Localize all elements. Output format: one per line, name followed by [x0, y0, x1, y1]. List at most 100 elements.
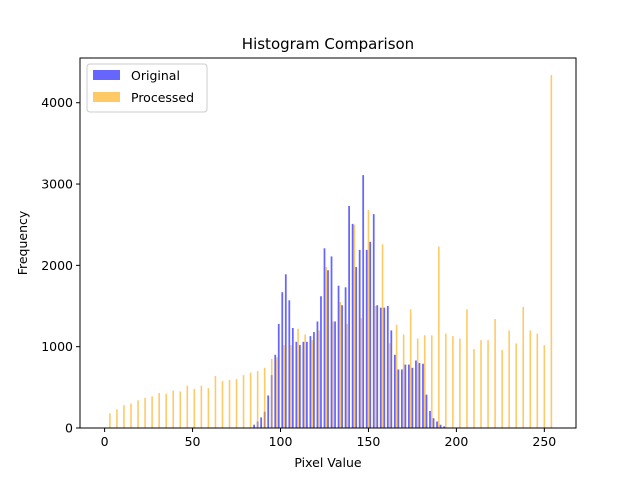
bar-processed-218 — [487, 340, 489, 428]
y-tick-label-4000: 4000 — [41, 95, 73, 110]
bar-original-121 — [316, 321, 319, 428]
bar-original-141 — [351, 223, 354, 428]
bar-processed-150 — [367, 210, 370, 428]
bar-original-165 — [393, 354, 396, 428]
bar-original-137 — [344, 287, 347, 428]
bar-processed-154 — [374, 306, 377, 428]
bar-original-155 — [376, 305, 379, 428]
bar-processed-206 — [466, 309, 468, 428]
bar-processed-238 — [522, 306, 525, 428]
bar-original-169 — [400, 369, 403, 428]
bar-original-181 — [422, 363, 424, 428]
bar-processed-71 — [228, 380, 231, 428]
x-tick-label-50: 50 — [185, 434, 201, 449]
bar-original-101 — [281, 292, 284, 428]
bar-processed-210 — [473, 349, 475, 428]
x-tick-label-100: 100 — [269, 434, 293, 449]
bar-original-133 — [337, 285, 340, 428]
bar-processed-158 — [381, 244, 384, 428]
x-axis-label: Pixel Value — [294, 455, 362, 470]
bar-original-125 — [323, 248, 326, 428]
bar-processed-27 — [151, 396, 153, 428]
bar-processed-198 — [452, 336, 454, 428]
bar-original-183 — [425, 394, 428, 428]
bar-processed-222 — [494, 319, 496, 428]
bar-processed-102 — [283, 345, 285, 428]
bar-original-173 — [408, 364, 410, 428]
bar-processed-106 — [290, 345, 292, 428]
bar-original-109 — [295, 341, 298, 428]
bar-original-97 — [274, 354, 277, 428]
bar-original-161 — [386, 306, 389, 428]
bar-original-171 — [404, 364, 407, 428]
bar-processed-118 — [311, 340, 313, 428]
bar-original-177 — [415, 360, 417, 428]
bar-processed-122 — [318, 330, 320, 428]
bar-processed-170 — [402, 334, 405, 428]
bar-original-99 — [277, 323, 280, 428]
bar-processed-226 — [501, 349, 503, 428]
bar-original-129 — [330, 256, 333, 428]
x-tick-label-150: 150 — [357, 434, 381, 449]
bar-processed-202 — [459, 338, 461, 428]
bars-layer — [109, 75, 553, 428]
bar-processed-250 — [543, 345, 546, 428]
chart-title: Histogram Comparison — [242, 35, 414, 53]
bar-processed-214 — [480, 340, 482, 428]
bar-processed-11 — [123, 405, 125, 428]
bar-processed-138 — [346, 323, 349, 428]
bar-original-151 — [369, 241, 372, 428]
bar-processed-75 — [235, 379, 238, 428]
bar-processed-254 — [550, 75, 553, 428]
bar-original-193 — [443, 426, 445, 428]
bar-processed-114 — [304, 334, 306, 428]
bar-processed-186 — [430, 335, 433, 428]
plot-frame — [79, 57, 577, 429]
y-tick-label-1000: 1000 — [41, 339, 73, 354]
bar-original-159 — [383, 307, 386, 428]
bar-processed-63 — [214, 375, 217, 428]
bar-original-135 — [341, 305, 343, 428]
bar-processed-166 — [395, 324, 398, 428]
bar-original-115 — [306, 341, 308, 428]
bar-original-145 — [358, 249, 361, 428]
x-tick-label-250: 250 — [532, 434, 556, 449]
bar-original-189 — [436, 421, 438, 428]
bar-processed-91 — [263, 367, 266, 428]
bar-processed-7 — [116, 409, 118, 428]
bar-original-185 — [429, 410, 431, 428]
x-tick-label-0: 0 — [101, 434, 109, 449]
bar-processed-3 — [109, 413, 111, 428]
y-tick-label-0: 0 — [65, 421, 73, 436]
legend-swatch-original — [93, 70, 120, 80]
bar-processed-134 — [339, 301, 342, 428]
bar-processed-47 — [186, 385, 189, 428]
bar-processed-178 — [416, 338, 419, 428]
bar-original-113 — [302, 341, 305, 428]
bar-original-127 — [327, 270, 329, 428]
bar-processed-95 — [270, 358, 273, 428]
bar-processed-51 — [193, 388, 196, 428]
bar-original-105 — [288, 300, 291, 428]
bar-original-111 — [298, 345, 301, 428]
bar-original-167 — [397, 369, 400, 428]
bar-processed-31 — [158, 393, 160, 428]
bar-processed-23 — [144, 397, 146, 428]
bar-original-157 — [379, 307, 382, 428]
bar-processed-162 — [388, 343, 391, 428]
legend-label-processed: Processed — [131, 90, 194, 105]
bar-original-149 — [365, 249, 368, 428]
bar-original-175 — [411, 367, 414, 428]
bar-original-123 — [320, 296, 322, 428]
bar-original-85 — [253, 424, 256, 428]
legend: Original Processed — [86, 63, 208, 113]
bar-original-107 — [291, 327, 294, 428]
bar-original-153 — [372, 214, 375, 428]
bar-processed-246 — [536, 333, 539, 428]
bar-processed-83 — [249, 372, 252, 428]
bar-processed-146 — [360, 318, 363, 428]
bar-processed-98 — [276, 357, 278, 428]
x-tick-label-200: 200 — [444, 434, 468, 449]
bar-original-191 — [439, 424, 442, 428]
